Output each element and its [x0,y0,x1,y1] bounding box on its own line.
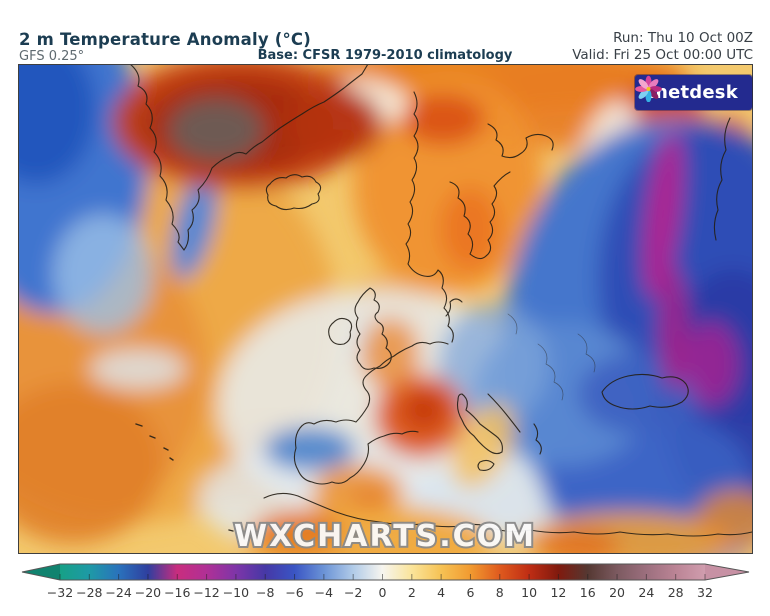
colorbar-ticks [59,574,706,580]
coastlines [129,64,753,537]
colorbar-tick-label: 24 [638,585,655,600]
colorbar-tick-label: −20 [134,585,162,600]
colorbar-right-arrow [705,564,749,580]
colorbar-tick-label: −2 [343,585,363,600]
colorbar-tick-label: −8 [256,585,275,600]
run-valid-block: Run: Thu 10 Oct 00Z Valid: Fri 25 Oct 00… [572,30,753,64]
colorbar-tick-label: 2 [407,585,416,600]
colorbar-tick-label: −24 [105,585,132,600]
model-label: GFS 0.25° [19,49,85,64]
colorbar-scale [21,563,750,581]
base-climatology-label: Base: CFSR 1979-2010 climatology [257,48,513,63]
colorbar-tick-label: 12 [550,585,567,600]
colorbar-tick-label: −10 [222,585,250,600]
temperature-anomaly-field: WXCHARTS.COM [18,64,753,554]
colorbar: −32 −28 −24 −20 −16 −12 −10 −8 −6 −4 −2 0 2 4 6 8 10 12 16… [18,560,753,614]
valid-label: Valid: Fri 25 Oct 00:00 UTC [572,47,753,63]
metdesk-logo: metdesk [635,75,752,110]
colorbar-tick-label: 10 [521,585,538,600]
colorbar-tick-label: 0 [378,585,387,600]
metdesk-starburst-icon [635,75,662,102]
colorbar-tick-label: 16 [579,585,596,600]
colorbar-tick-label: 8 [495,585,504,600]
colorbar-tick-label: −16 [164,585,191,600]
colorbar-tick-label: −4 [314,585,334,600]
colorbar-tick-label: 32 [697,585,713,600]
colorbar-tick-label: 6 [466,585,475,600]
colorbar-tick-label: 28 [667,585,684,600]
colorbar-tick-label: 20 [609,585,625,600]
colorbar-tick-label: −12 [193,585,220,600]
anomaly-blobs [18,64,753,554]
colorbar-tick-label: −32 [46,585,74,600]
colorbar-tick-label: −6 [285,585,304,600]
page-title: 2 m Temperature Anomaly (°C) [19,30,311,49]
map-border [18,64,753,554]
colorbar-tick-label: 4 [437,585,446,600]
wxcharts-watermark: WXCHARTS.COM [234,519,536,554]
metdesk-logo-text: metdesk [649,82,738,103]
colorbar-labels: −32 −28 −24 −20 −16 −12 −10 −8 −6 −4 −2 0 2 4 6 8 10 12 16… [18,585,753,603]
weather-map: WXCHARTS.COM metdesk [18,64,753,554]
colorbar-gradient [60,564,705,580]
colorbar-tick-label: −28 [76,585,103,600]
run-label: Run: Thu 10 Oct 00Z [613,30,753,46]
colorbar-left-arrow [22,564,60,580]
colorbar-outline [21,563,750,581]
